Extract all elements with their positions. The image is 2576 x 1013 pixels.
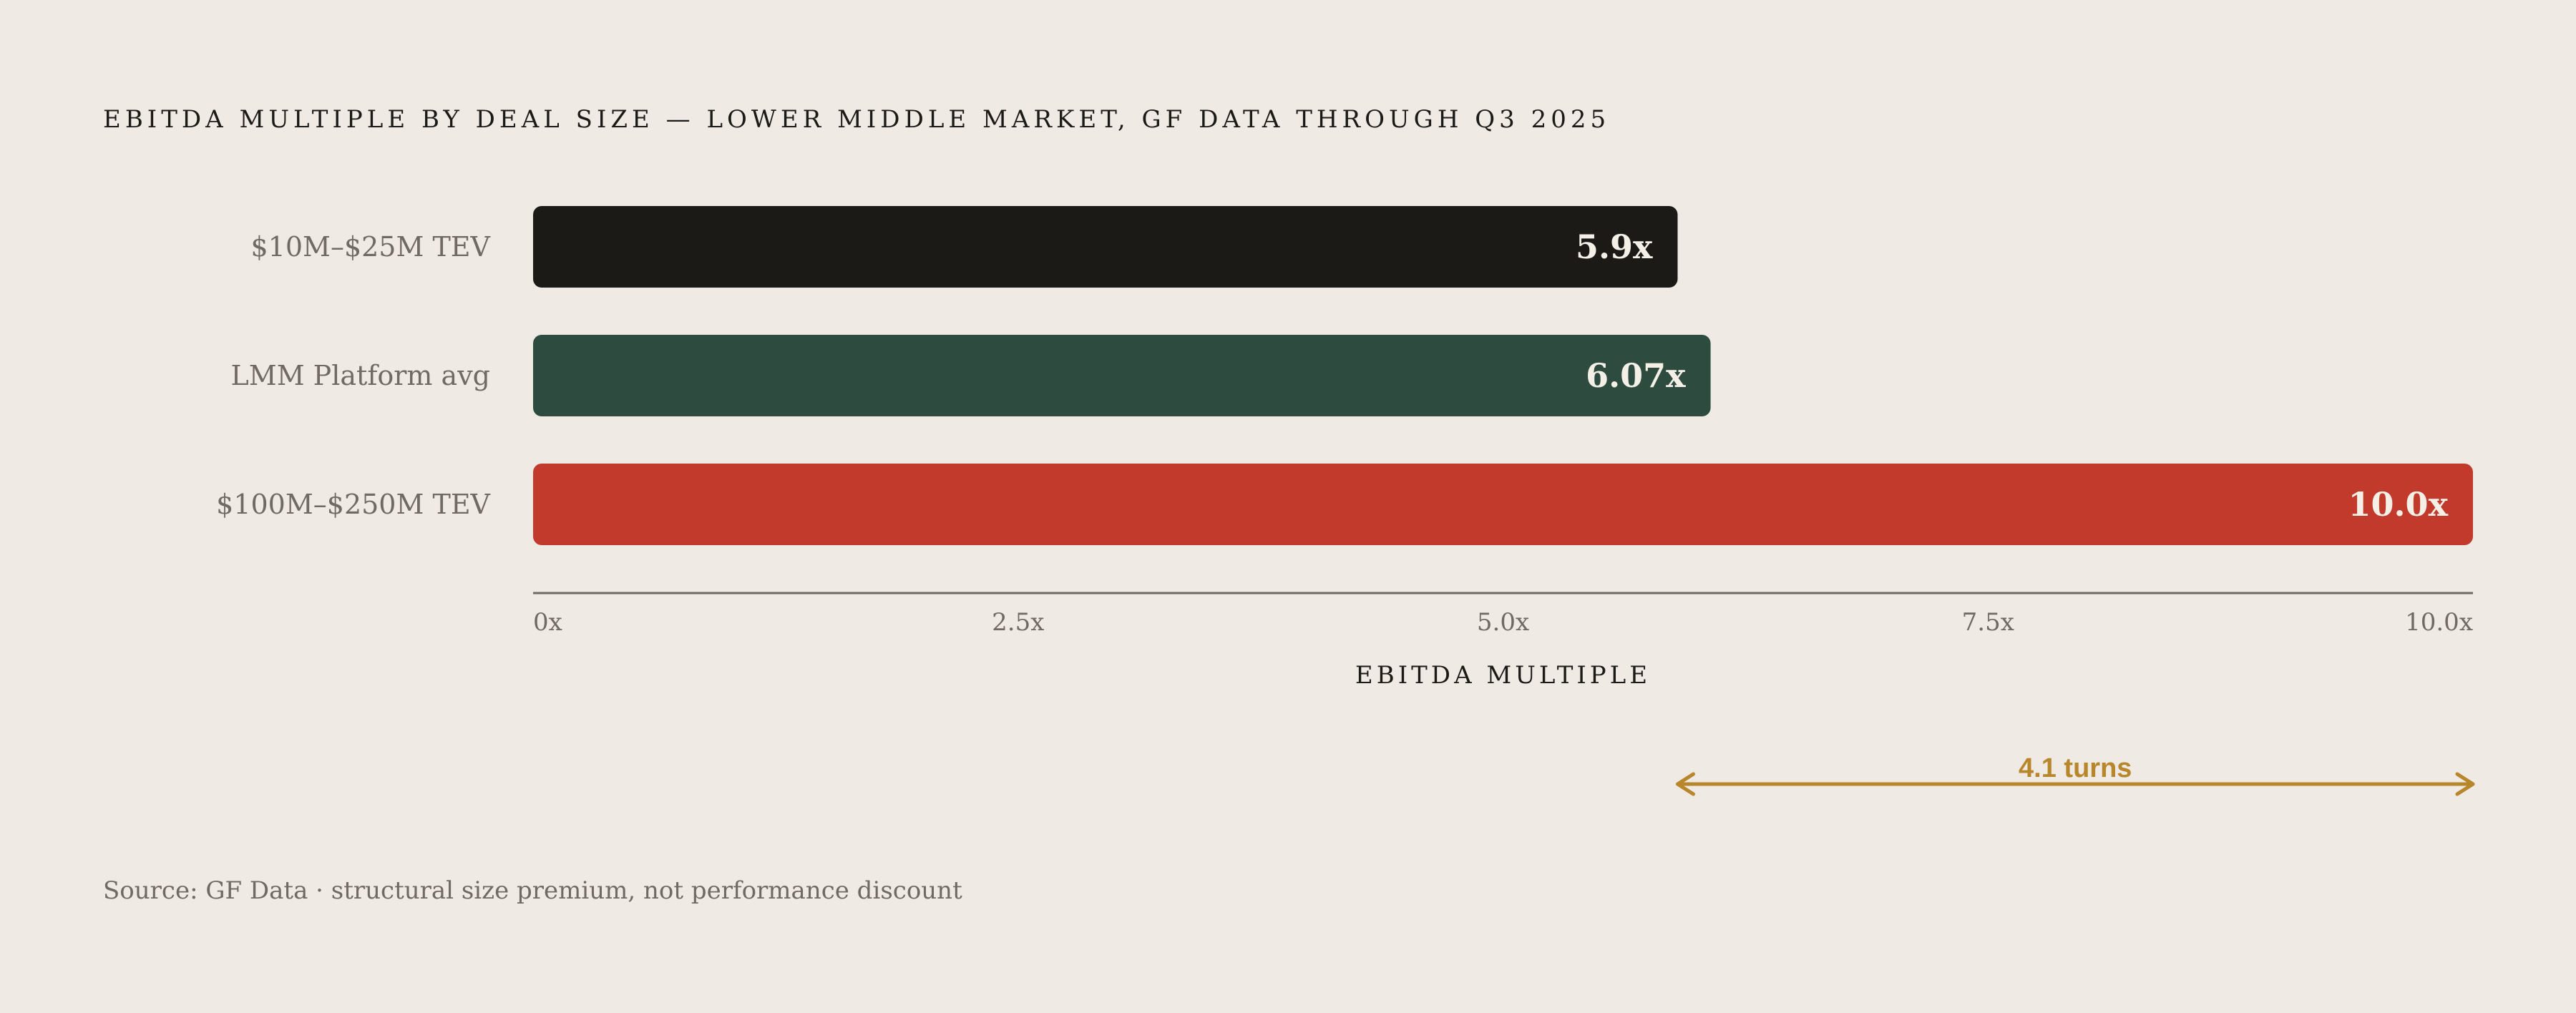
bar [533, 206, 1678, 288]
x-tick-label: 5.0x [1477, 608, 1529, 637]
bar-group: $10M–$25M TEV 5.9x [251, 206, 1678, 288]
bar [533, 464, 2473, 545]
x-tick-label: 0x [533, 608, 562, 637]
bar-value-label: 5.9x [1576, 227, 1653, 266]
category-label: $10M–$25M TEV [251, 231, 491, 263]
delta-arrow-left-head [1675, 772, 1695, 796]
x-tick-label: 10.0x [2405, 608, 2473, 637]
x-tick-label: 2.5x [992, 608, 1044, 637]
x-axis-ticks: 0x 2.5x 5.0x 7.5x 10.0x [533, 608, 2473, 637]
x-axis-title: EBITDA MULTIPLE [1355, 661, 1651, 690]
x-tick-label: 7.5x [1962, 608, 2014, 637]
bar-group: LMM Platform avg 6.07x [231, 335, 1711, 416]
category-label: LMM Platform avg [231, 360, 490, 391]
x-axis: 0x 2.5x 5.0x 7.5x 10.0x EBITDA MULTIPLE [533, 592, 2473, 690]
delta-annotation-label: 4.1 turns [2019, 753, 2132, 783]
category-label: $100M–$250M TEV [216, 489, 490, 520]
bar-value-label: 6.07x [1586, 356, 1686, 395]
source-note: Source: GF Data · structural size premiu… [103, 876, 962, 905]
delta-arrow-right-head [2455, 772, 2475, 796]
bar-group: $100M–$250M TEV 10.0x [216, 464, 2473, 545]
chart-title: EBITDA MULTIPLE BY DEAL SIZE — LOWER MID… [103, 105, 1610, 134]
bar-value-label: 10.0x [2348, 485, 2449, 524]
bar [533, 335, 1711, 416]
delta-annotation: 4.1 turns [1675, 753, 2475, 796]
bars: $10M–$25M TEV 5.9x LMM Platform avg 6.07x $1… [216, 206, 2473, 545]
